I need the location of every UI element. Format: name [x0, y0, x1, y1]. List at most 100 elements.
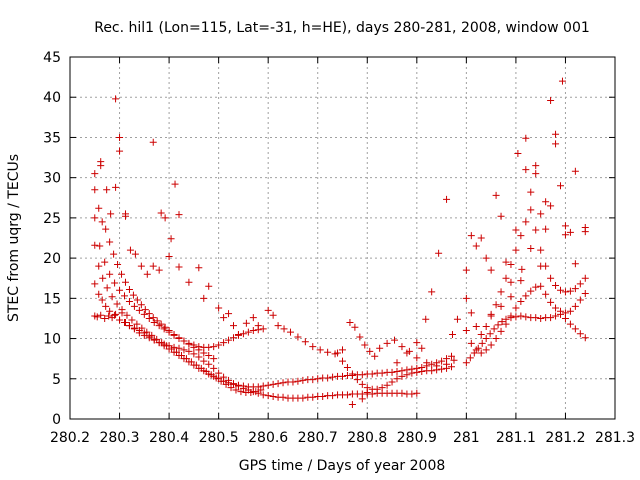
data-point — [462, 266, 470, 274]
data-point — [99, 274, 107, 282]
data-point — [259, 391, 267, 399]
data-point — [343, 364, 351, 372]
data-point — [487, 341, 495, 349]
data-point — [269, 311, 277, 319]
data-point — [542, 225, 550, 233]
data-point — [566, 287, 574, 295]
data-point — [576, 296, 584, 304]
data-point — [279, 379, 287, 387]
data-point — [97, 311, 105, 319]
data-point — [435, 249, 443, 257]
data-point — [130, 324, 138, 332]
data-point — [137, 262, 145, 270]
data-point — [97, 162, 105, 170]
data-point — [403, 371, 411, 379]
data-point — [148, 331, 156, 339]
data-point — [225, 310, 233, 318]
y-tick-label: 30 — [43, 171, 61, 187]
data-point — [532, 283, 540, 291]
data-point — [227, 384, 235, 392]
data-point — [170, 331, 178, 339]
data-point — [547, 96, 555, 104]
data-points — [91, 77, 589, 409]
data-point — [334, 349, 342, 357]
data-point — [210, 343, 218, 351]
data-point — [358, 380, 366, 388]
data-point — [108, 293, 116, 301]
data-point — [497, 288, 505, 296]
data-point — [138, 324, 146, 332]
data-point — [280, 325, 288, 333]
chart-title: Rec. hil1 (Lon=115, Lat=-31, h=HE), days… — [94, 20, 590, 36]
data-point — [116, 133, 124, 141]
data-point — [413, 368, 421, 376]
data-point — [294, 333, 302, 341]
data-point — [492, 335, 500, 343]
data-point — [274, 322, 282, 330]
data-point — [161, 214, 169, 222]
data-point — [478, 339, 486, 347]
data-point — [502, 320, 510, 328]
data-point — [512, 313, 520, 321]
data-point — [467, 232, 475, 240]
data-point — [408, 390, 416, 398]
data-point — [547, 298, 555, 306]
data-point — [91, 214, 99, 222]
data-point — [428, 288, 436, 296]
data-point — [175, 334, 183, 342]
data-point — [140, 310, 148, 318]
y-axis-label: STEC from uqrg / TECUs — [6, 154, 22, 322]
data-point — [512, 246, 520, 254]
data-point — [220, 339, 228, 347]
data-point — [269, 380, 277, 388]
data-point — [537, 262, 545, 270]
data-point — [200, 294, 208, 302]
data-point — [571, 285, 579, 293]
data-point — [111, 279, 119, 287]
data-point — [477, 331, 485, 339]
data-point — [112, 183, 120, 191]
data-point — [91, 280, 99, 288]
data-point — [98, 218, 106, 226]
data-point — [121, 212, 129, 220]
data-point — [507, 261, 515, 269]
data-point — [301, 338, 309, 346]
data-point — [210, 355, 218, 363]
data-point — [247, 388, 255, 396]
data-point — [324, 348, 332, 356]
data-point — [527, 287, 535, 295]
data-point — [343, 391, 351, 399]
data-point — [239, 382, 247, 390]
data-point — [167, 235, 175, 243]
data-point — [571, 325, 579, 333]
data-point — [123, 311, 131, 319]
data-point — [133, 296, 141, 304]
data-point — [502, 274, 510, 282]
data-point — [552, 281, 560, 289]
data-point — [413, 354, 421, 362]
data-point — [566, 228, 574, 236]
data-point — [112, 310, 120, 318]
data-point — [346, 318, 354, 326]
data-point — [576, 280, 584, 288]
data-point — [114, 261, 122, 269]
data-point — [230, 322, 237, 330]
data-point — [195, 346, 203, 354]
data-point — [106, 307, 114, 315]
x-tick-labels: 280.2 280.3 280.4 280.5 280.6 280.7 280.8 280.9… — [50, 430, 635, 446]
data-point — [561, 231, 569, 239]
data-point — [200, 349, 208, 357]
data-point — [393, 359, 401, 367]
data-point — [175, 263, 183, 271]
data-point — [215, 304, 223, 312]
data-point — [234, 381, 242, 389]
data-point — [512, 226, 520, 234]
data-point — [135, 306, 143, 314]
data-point — [96, 242, 104, 250]
data-point — [244, 328, 252, 336]
data-point — [112, 95, 120, 103]
data-point — [150, 318, 158, 326]
data-point — [497, 327, 505, 335]
data-point — [547, 202, 555, 210]
data-point — [348, 401, 356, 409]
